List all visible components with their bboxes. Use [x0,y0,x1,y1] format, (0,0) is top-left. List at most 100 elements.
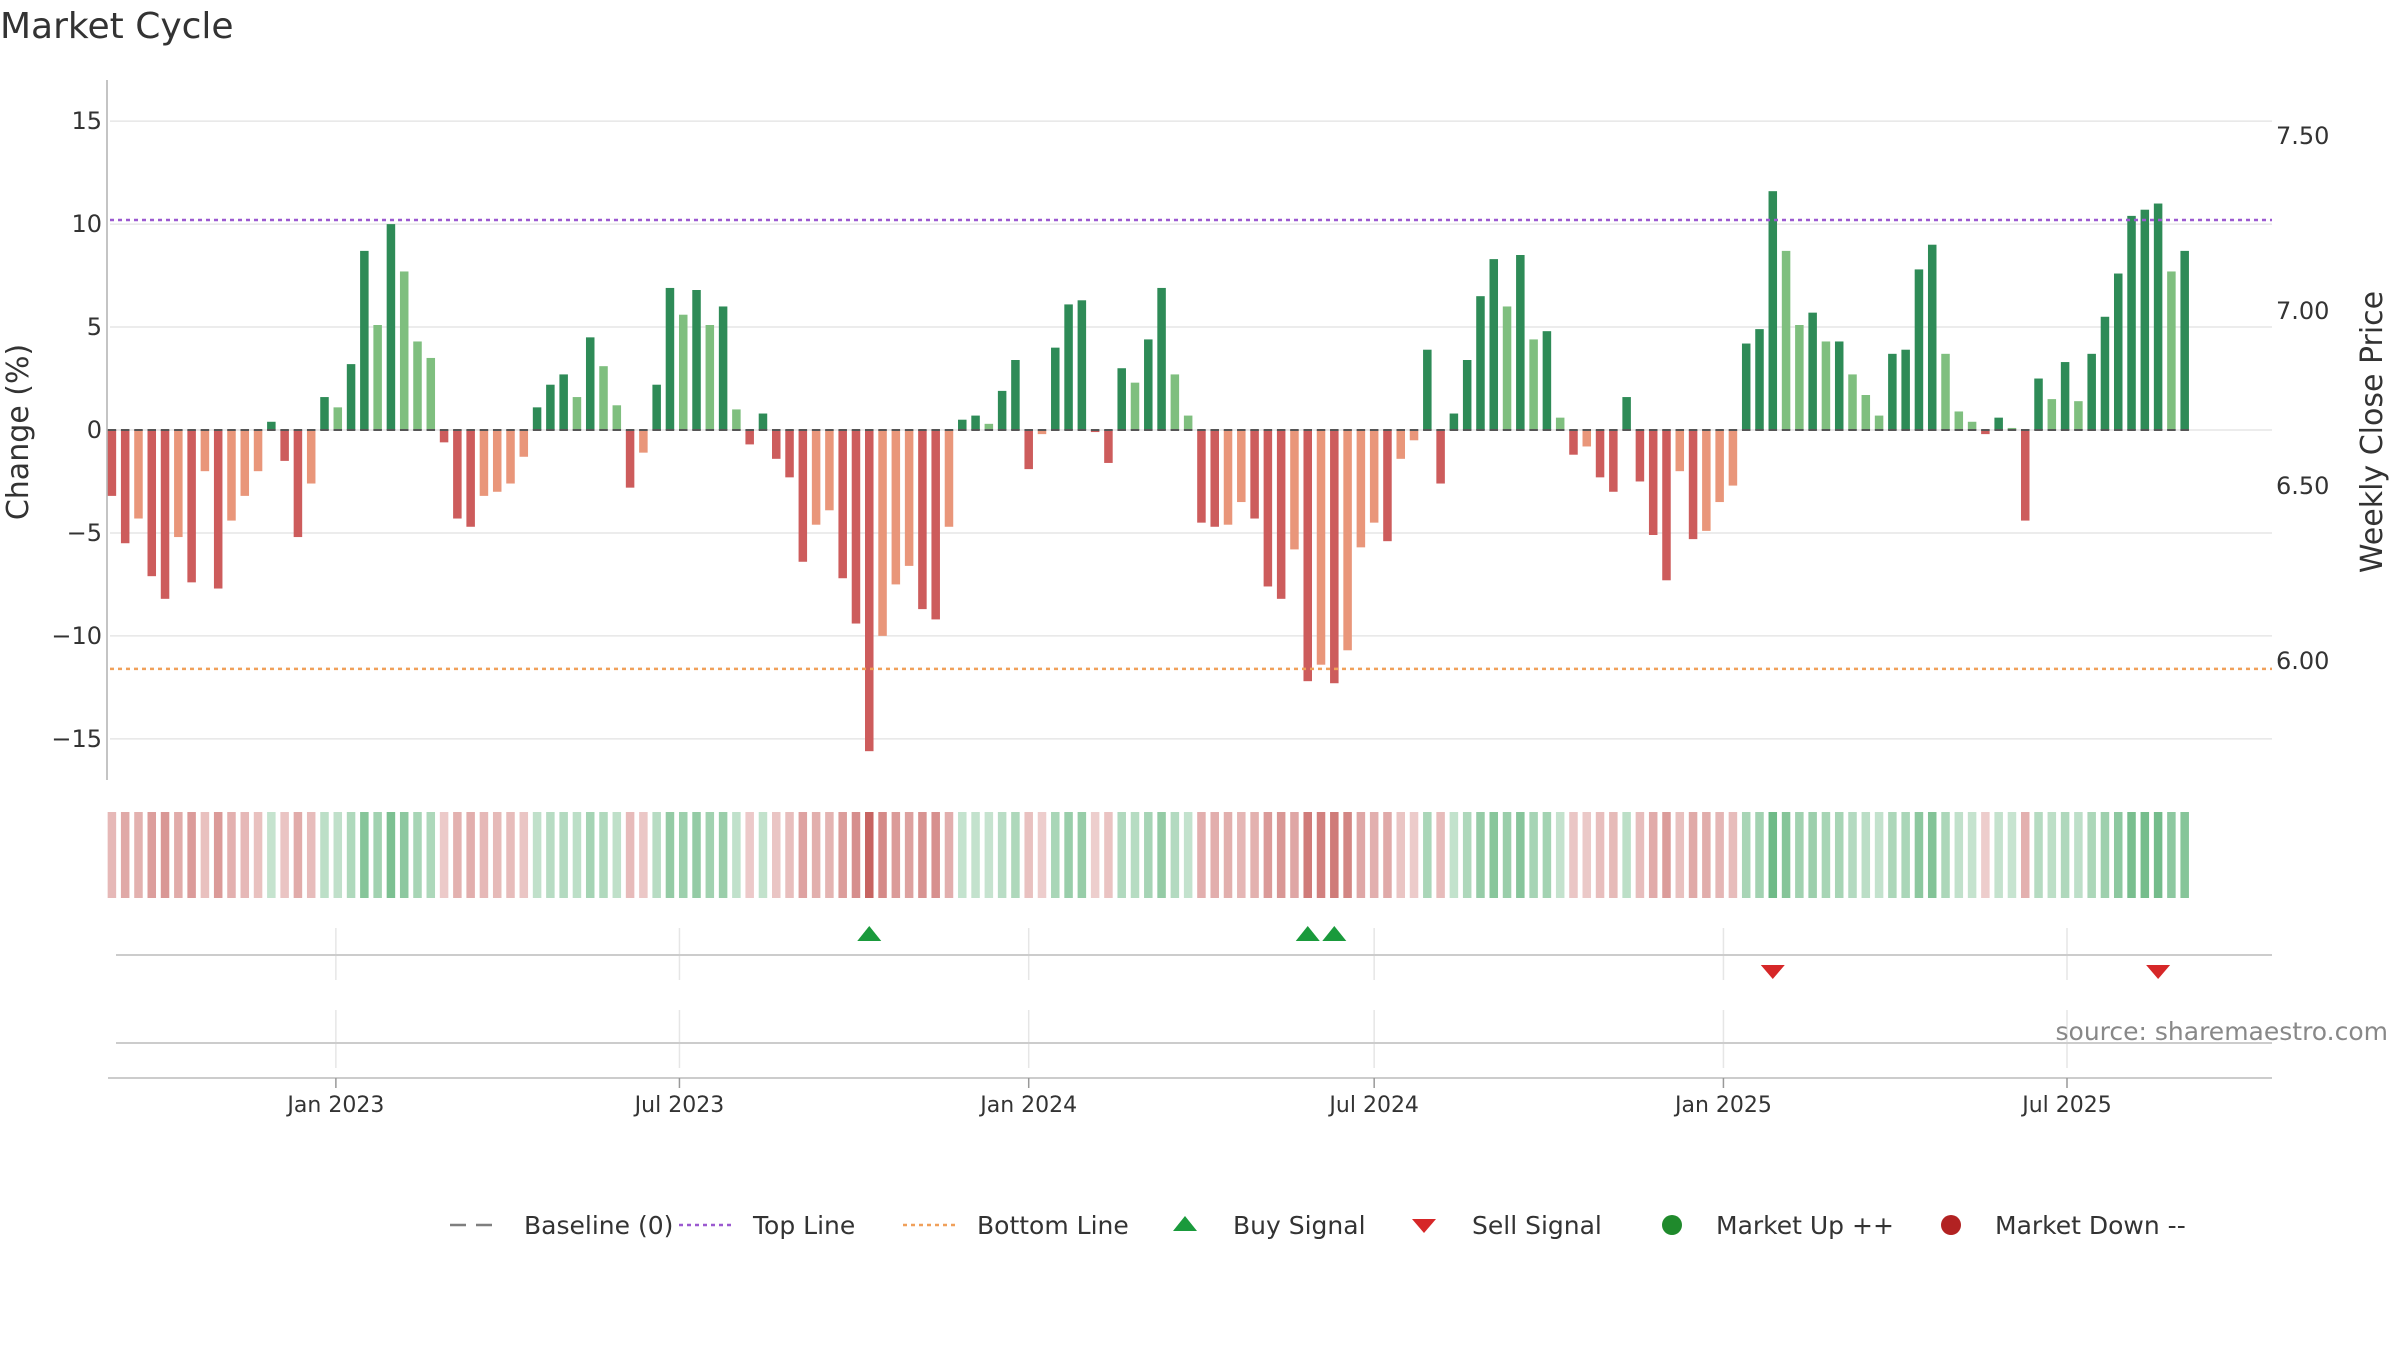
legend-item: Buy Signal [1173,1211,1366,1240]
heat-cell [240,812,250,898]
legend-swatch [1173,1216,1197,1231]
change-bar [1609,430,1618,492]
heat-cell [958,812,967,898]
change-bar [625,430,635,488]
change-bar [532,407,542,430]
change-bar [2167,271,2176,430]
change-bar [997,390,1007,430]
legend-item: Market Up ++ [1662,1211,1894,1240]
change-bar [1024,430,1033,470]
heat-cell [1662,812,1671,898]
heat-cell [1170,812,1180,898]
heat-cell [2074,812,2083,898]
change-bar [1449,413,1459,430]
change-bar [851,430,861,624]
change-bar [1741,343,1751,430]
change-bar [758,413,768,430]
change-bar [1104,430,1113,463]
x-tick-label: Jan 2023 [285,1093,384,1118]
heat-cell [1874,812,1884,898]
heat-cell [758,812,768,898]
heat-cell [1755,812,1764,898]
heat-cell [678,812,688,898]
heat-cell [213,812,223,898]
sell-signal-marker [1760,965,1785,979]
heat-cell [585,812,595,898]
heat-cell [360,812,369,898]
change-bar [1223,430,1233,525]
heat-cell [320,812,329,898]
change-bar [1077,300,1087,430]
change-bar [147,430,157,577]
heat-cell [453,812,462,898]
change-bar [1927,244,1937,430]
heat-cell [2100,812,2110,898]
heat-cell [1104,812,1113,898]
heat-cell [1502,812,1512,898]
heat-cell [2034,812,2043,898]
heat-cell [665,812,675,898]
heat-cell [386,812,396,898]
change-bar [187,430,196,583]
change-bar [1489,259,1499,430]
change-bar [1994,417,2003,430]
heat-cell [1555,812,1565,898]
legend-item: Top Line [679,1211,855,1240]
change-bar [1715,430,1724,503]
change-bar [2034,378,2043,430]
heat-cell [997,812,1007,898]
heat-cell [865,812,874,898]
change-bar [2140,209,2150,430]
heat-cell [466,812,475,898]
heat-cell [1609,812,1618,898]
change-bar [1795,325,1804,430]
heat-cell [718,812,728,898]
change-bar [1383,430,1392,542]
heat-cell [639,812,648,898]
change-bar [599,366,608,430]
heat-cell [1276,812,1286,898]
change-bar [306,430,316,484]
change-bar [984,423,994,430]
heat-cell [918,812,927,898]
change-bar [1369,430,1379,523]
change-bar [838,430,847,579]
change-bar [1011,360,1020,430]
change-bar [134,430,143,519]
legend-item: Baseline (0) [450,1211,673,1240]
heat-strip [107,812,2189,898]
y-axis-right-label: Weekly Close Price [2355,291,2390,573]
change-bar [1330,430,1339,684]
change-bar [891,430,901,585]
heat-cell [1263,812,1273,898]
heat-cell [2153,812,2163,898]
y-tick-label-left: 15 [71,107,102,135]
change-bar [718,306,728,430]
heat-cell [891,812,901,898]
y-tick-label-left: 10 [71,210,102,238]
heat-cell [1423,812,1432,898]
y-tick-label-left: −10 [51,622,102,650]
x-tick-label: Jul 2024 [1327,1093,1419,1118]
change-bar [1130,382,1140,430]
change-bar [2087,353,2096,430]
change-bar [1051,347,1060,430]
y-tick-label-left: 5 [87,313,102,341]
change-bar [2074,401,2083,430]
heat-cell [1064,812,1073,898]
legend-swatch [1412,1219,1436,1233]
heat-cell [1981,812,1990,898]
heat-cell [1183,812,1193,898]
heat-cell [1582,812,1592,898]
heat-cell [1117,812,1126,898]
heat-cell [1569,812,1578,898]
y-tick-label-right: 6.50 [2276,472,2329,500]
change-bar [1290,430,1299,550]
date-axis: Jan 2023 Jul 2023 Jan 2024 Jul 2024 Jan 2025… [108,1077,2272,1118]
change-bar [2060,362,2070,430]
change-bar [1157,287,1166,430]
signal-strip [116,926,2272,1068]
change-bar [1037,430,1047,435]
change-bar [160,430,170,599]
change-bar [373,325,382,430]
